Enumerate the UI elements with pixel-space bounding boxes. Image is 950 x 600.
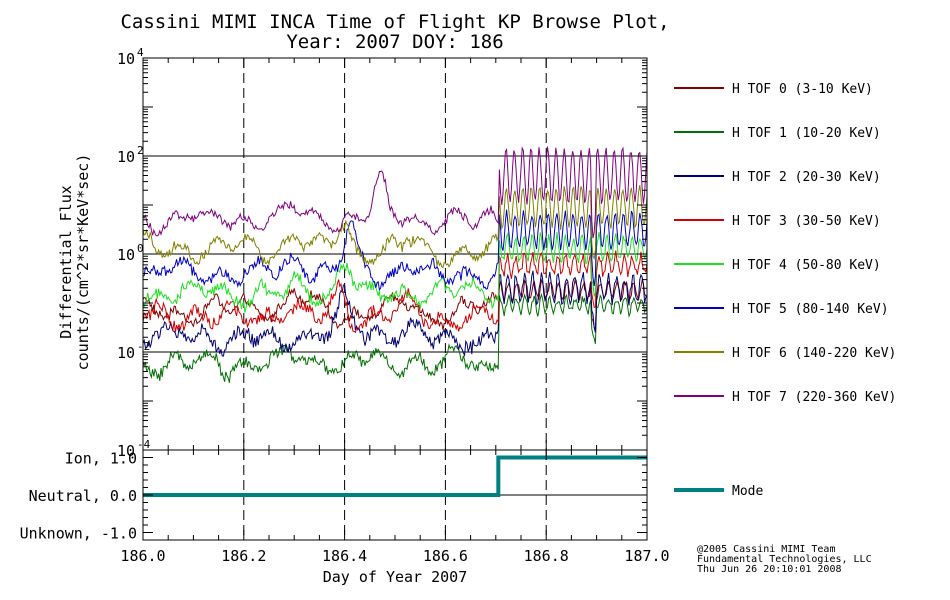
- x-tick-label: 186.6: [423, 547, 468, 565]
- y-tick-label: Ion, 1.0: [65, 450, 137, 468]
- chart-title: Cassini MIMI INCA Time of Flight KP Brow…: [120, 11, 669, 33]
- x-tick-label: 186.8: [524, 547, 569, 565]
- legend-label: H TOF 7 (220-360 KeV): [732, 390, 896, 405]
- y-tick-label: 10: [117, 246, 135, 264]
- legend: H TOF 0 (3-10 KeV) H TOF 1 (10-20 KeV) H T…: [674, 82, 896, 499]
- credit-line: Fundamental Technologies, LLC: [697, 554, 872, 565]
- y-tick-label: 10: [117, 148, 135, 166]
- top-panel-grid: [143, 58, 647, 450]
- y-axis-label: Differential Flux: [57, 185, 75, 339]
- y-axis-units: counts/(cm^2*sr*KeV*sec): [74, 154, 92, 371]
- mode-series: [143, 455, 647, 497]
- series-line: [142, 270, 648, 358]
- series-line: [142, 146, 648, 239]
- x-tick-label: 186.2: [221, 547, 266, 565]
- flux-series: [142, 146, 648, 383]
- y-tick-exponent: -4: [137, 438, 151, 451]
- y-tick-label: Neutral, 0.0: [29, 487, 137, 505]
- legend-label: H TOF 4 (50-80 KeV): [732, 258, 881, 273]
- y-tick-label: 10: [117, 50, 135, 68]
- legend-label: H TOF 6 (140-220 KeV): [732, 346, 896, 361]
- series-line: [142, 185, 648, 269]
- y-tick-exponent: 0: [137, 242, 144, 255]
- credit-line: Thu Jun 26 20:10:01 2008: [697, 564, 842, 575]
- series-line: [142, 209, 648, 292]
- legend-label: H TOF 5 (80-140 KeV): [732, 302, 889, 317]
- credit-line: @2005 Cassini MIMI Team: [697, 544, 836, 555]
- series-line: [142, 250, 648, 334]
- legend-label: Mode: [732, 484, 763, 499]
- legend-label: H TOF 2 (20-30 KeV): [732, 170, 881, 185]
- y-tick-exponent: -2: [137, 340, 150, 353]
- x-axis-label: Day of Year 2007: [323, 568, 468, 586]
- legend-label: H TOF 0 (3-10 KeV): [732, 82, 873, 97]
- y-tick-exponent: 4: [137, 46, 144, 59]
- chart-subtitle: Year: 2007 DOY: 186: [286, 31, 503, 53]
- credit-block: @2005 Cassini MIMI Team Fundamental Tech…: [697, 545, 872, 575]
- legend-label: H TOF 1 (10-20 KeV): [732, 126, 881, 141]
- series-line: [142, 231, 648, 313]
- x-tick-label: 186.4: [322, 547, 367, 565]
- legend-label: H TOF 3 (30-50 KeV): [732, 214, 881, 229]
- x-tick-label: 186.0: [120, 547, 165, 565]
- y-tick-label: Unknown, -1.0: [20, 525, 137, 543]
- y-tick-label: 10: [117, 442, 135, 460]
- y-tick-exponent: 2: [137, 144, 144, 157]
- x-tick-label: 187.0: [624, 547, 669, 565]
- y-tick-label: 10: [117, 344, 135, 362]
- mode-line: [143, 455, 647, 497]
- bottom-panel-ticks: Ion, 1.0 Neutral, 0.0 Unknown, -1.0 186.0 18…: [20, 449, 670, 565]
- series-line: [142, 292, 648, 383]
